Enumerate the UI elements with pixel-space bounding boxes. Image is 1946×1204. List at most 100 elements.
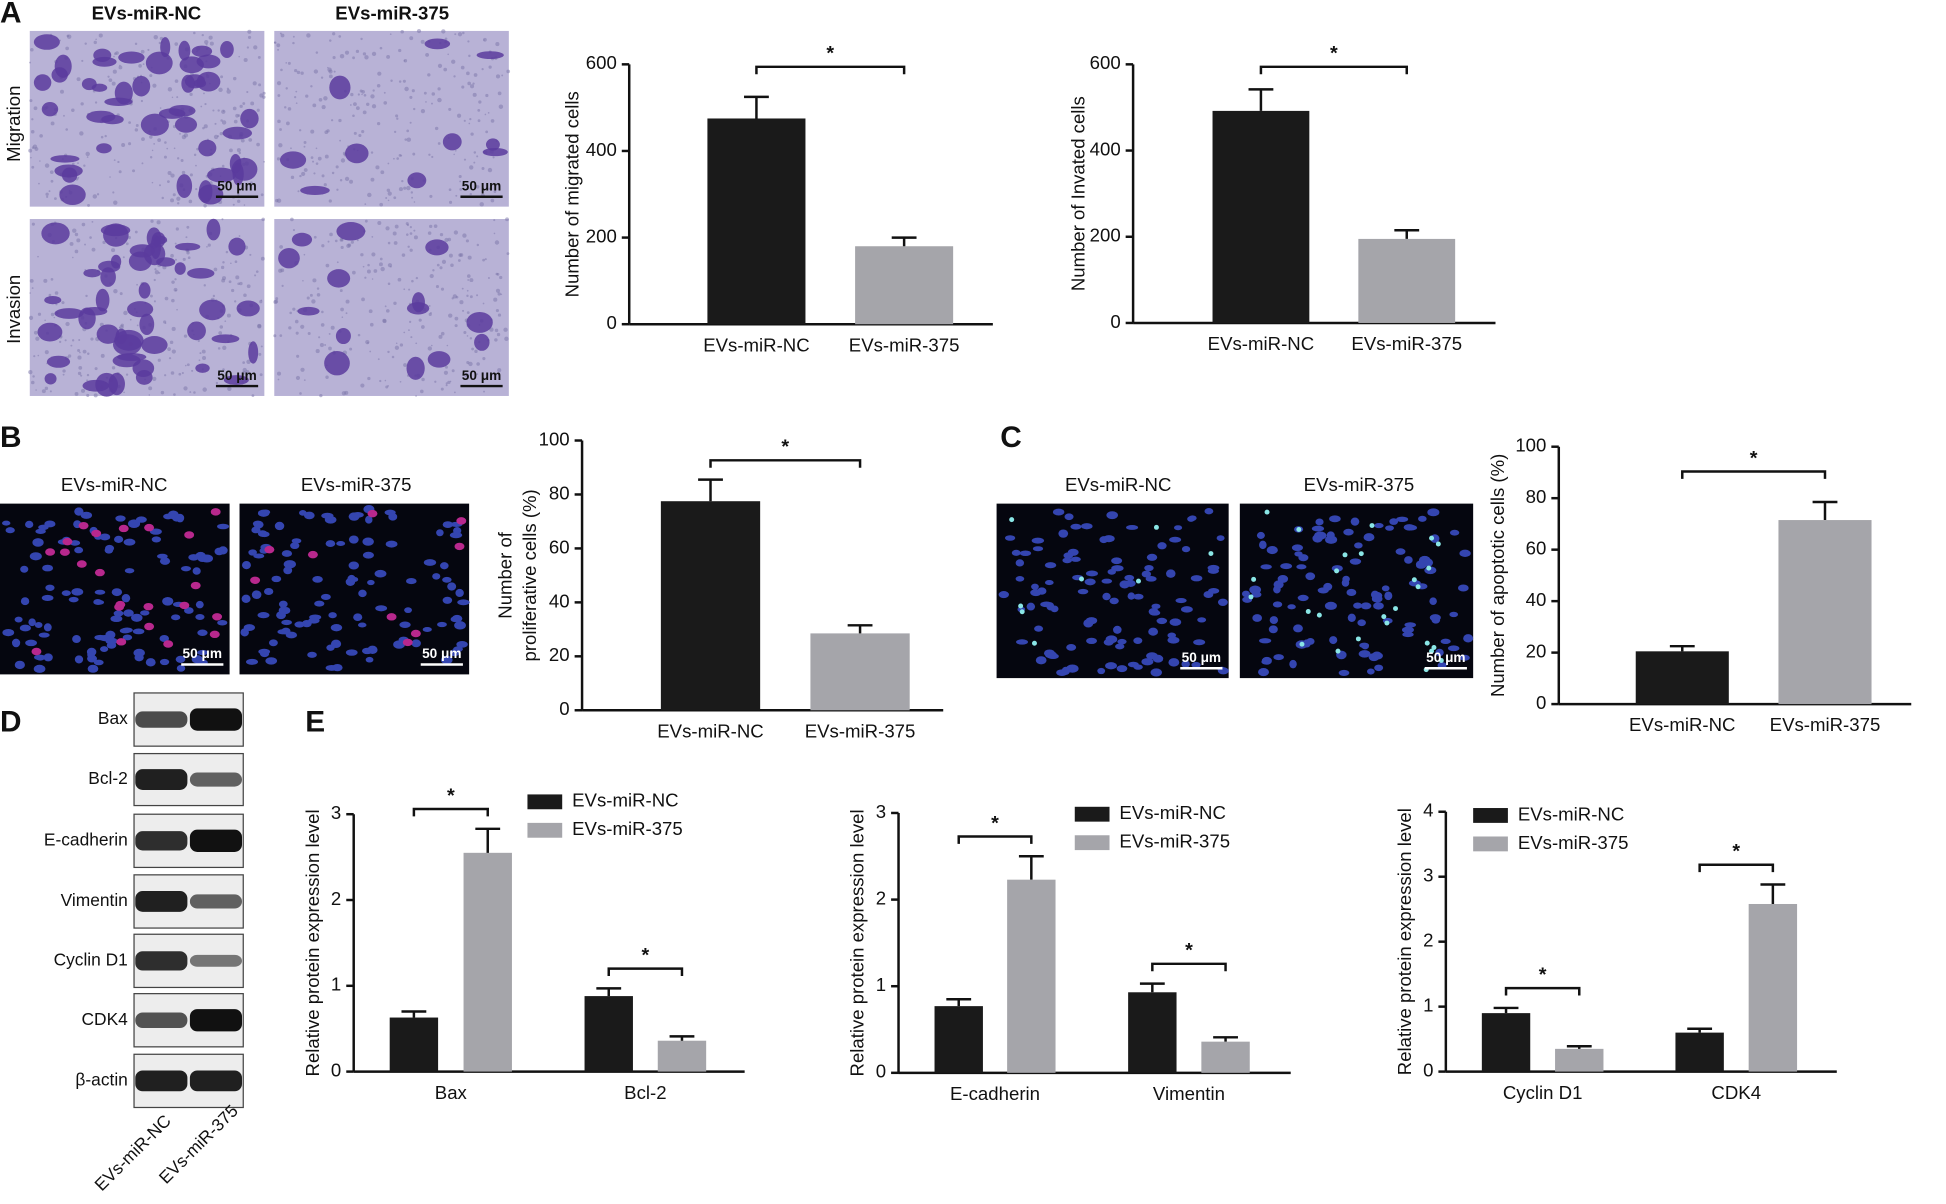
row-label: Invasion [3,275,24,344]
stained-nucleus [1415,584,1421,590]
texture [380,266,385,272]
cell [324,351,350,376]
nucleus [1404,556,1413,564]
nucleus [264,587,274,596]
texture [456,113,462,118]
texture [169,340,174,345]
band [189,708,243,731]
texture [253,45,258,50]
nucleus [1175,598,1187,604]
y-tick-label: 1 [1423,995,1433,1016]
nucleus [453,646,463,652]
texture [323,183,327,187]
texture [437,63,443,68]
nucleus [436,529,444,537]
nucleus [1361,642,1369,650]
texture [277,119,281,124]
y-tick-label: 200 [1090,225,1121,246]
cell [54,308,84,319]
texture [189,92,193,97]
texture [74,232,79,237]
texture [340,307,344,312]
texture [321,310,324,314]
nucleus [312,576,323,583]
cell [59,184,86,206]
nucleus [1324,601,1337,610]
texture [349,104,352,106]
texture [260,256,265,261]
nucleus [440,655,453,665]
stained-nucleus [91,529,102,538]
texture [219,325,224,329]
nucleus [1268,625,1278,634]
texture [119,64,121,67]
texture [455,194,458,197]
texture [327,67,332,72]
texture [228,280,232,284]
cell [476,51,504,60]
y-tick-label: 0 [1110,311,1120,332]
cell [329,75,351,100]
texture [389,33,392,35]
nucleus [274,521,285,531]
scale-bar-label: 50 μm [183,646,222,661]
y-tick-label: 3 [876,801,886,822]
texture [300,367,305,372]
nucleus [1146,553,1158,561]
nucleus [1015,576,1025,582]
texture [279,245,283,249]
texture [221,218,224,221]
nucleus [1329,515,1341,523]
stained-nucleus [115,600,126,609]
nucleus [43,653,53,662]
cell [195,363,210,373]
texture [356,239,359,242]
blot-strip [133,692,244,747]
texture [94,367,98,371]
cell [33,74,52,91]
nucleus [1197,617,1207,623]
texture [440,387,444,391]
nucleus [43,623,52,632]
texture [431,155,434,159]
texture [209,41,214,46]
texture [221,120,227,125]
texture [104,134,107,138]
nucleus [1066,643,1077,651]
texture [495,74,501,79]
texture [451,59,456,64]
legend-swatch [527,794,563,810]
texture [481,167,485,171]
texture [332,32,336,36]
texture [173,393,176,396]
texture [350,240,354,244]
texture [167,171,172,175]
texture [76,238,81,243]
texture [495,288,501,293]
x-tick-label: EVs-miR-NC [1629,714,1735,735]
texture [193,391,196,394]
texture [292,307,296,311]
legend-label: EVs-miR-NC [1518,803,1624,824]
nucleus [1440,638,1451,644]
texture [183,133,189,138]
nucleus [1116,665,1128,673]
nucleus [1401,626,1414,634]
texture [437,87,441,91]
nucleus [29,552,42,561]
nucleus [1418,515,1427,522]
texture [403,186,407,190]
scale-bar-label: 50 μm [1182,650,1221,665]
protein-label: CDK4 [82,1009,129,1029]
texture [250,181,253,185]
stained-nucleus [264,545,275,554]
significance-label: * [641,944,649,966]
texture [49,390,52,393]
nucleus [1311,525,1325,532]
nucleus [1459,549,1471,558]
texture [309,293,313,297]
texture [248,138,253,142]
texture [415,342,418,345]
significance-label: * [447,785,455,807]
